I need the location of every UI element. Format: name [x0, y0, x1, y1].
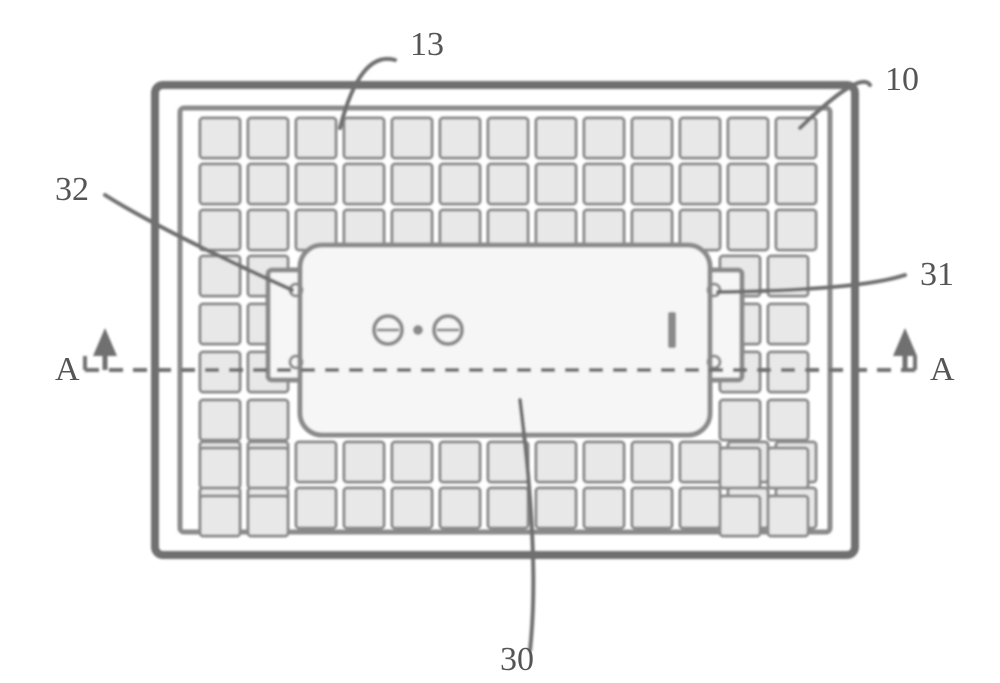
grid-block: [296, 164, 336, 204]
grid-block: [200, 118, 240, 158]
grid-block: [200, 210, 240, 250]
grid-block: [200, 448, 240, 488]
grid-block: [720, 496, 760, 536]
diagram-canvas: 13 10 32 31 30 A A: [0, 0, 1000, 683]
grid-block: [720, 448, 760, 488]
grid-block: [776, 210, 816, 250]
grid-block: [680, 442, 720, 482]
grid-block: [632, 164, 672, 204]
sensor-dot-icon: [413, 325, 423, 335]
grid-block: [200, 496, 240, 536]
grid-block: [440, 442, 480, 482]
grid-block: [536, 442, 576, 482]
grid-block: [248, 164, 288, 204]
section-arrow-icon: [93, 328, 117, 356]
grid-block: [200, 164, 240, 204]
grid-block: [776, 164, 816, 204]
grid-block: [728, 210, 768, 250]
grid-block: [440, 164, 480, 204]
grid-block: [632, 488, 672, 528]
grid-block: [248, 448, 288, 488]
grid-block: [344, 118, 384, 158]
grid-block: [632, 118, 672, 158]
grid-block: [536, 164, 576, 204]
grid-block: [768, 496, 808, 536]
grid-block: [776, 118, 816, 158]
device-body: [300, 245, 710, 435]
grid-block: [392, 488, 432, 528]
grid-block: [248, 210, 288, 250]
grid-block: [680, 488, 720, 528]
grid-block: [296, 488, 336, 528]
grid-block: [248, 400, 288, 440]
callout-label: 30: [500, 641, 534, 678]
grid-block: [296, 442, 336, 482]
grid-block: [392, 164, 432, 204]
callout-label: A: [930, 351, 955, 388]
grid-block: [536, 118, 576, 158]
callout-label: 13: [410, 26, 444, 63]
grid-block: [344, 488, 384, 528]
grid-block: [392, 118, 432, 158]
grid-block: [728, 164, 768, 204]
callout-label: A: [55, 351, 80, 388]
grid-block: [440, 118, 480, 158]
grid-block: [392, 442, 432, 482]
grid-block: [768, 448, 808, 488]
callout-label: 10: [885, 61, 919, 98]
grid-block: [248, 118, 288, 158]
grid-block: [200, 304, 240, 344]
grid-block: [344, 442, 384, 482]
grid-block: [728, 118, 768, 158]
grid-block: [296, 118, 336, 158]
callout-label: 32: [55, 171, 89, 208]
grid-block: [680, 164, 720, 204]
grid-block: [200, 400, 240, 440]
section-arrow-icon: [893, 328, 917, 356]
grid-block: [584, 118, 624, 158]
grid-block: [720, 400, 760, 440]
grid-block: [584, 442, 624, 482]
callout-label: 31: [920, 256, 954, 293]
grid-block: [488, 488, 528, 528]
grid-block: [768, 400, 808, 440]
grid-block: [488, 164, 528, 204]
grid-block: [632, 442, 672, 482]
grid-block: [440, 488, 480, 528]
grid-block: [680, 118, 720, 158]
grid-block: [768, 304, 808, 344]
grid-block: [248, 496, 288, 536]
grid-block: [536, 488, 576, 528]
grid-block: [488, 442, 528, 482]
speaker-slot: [668, 312, 676, 348]
grid-block: [584, 488, 624, 528]
grid-block: [488, 118, 528, 158]
grid-block: [344, 164, 384, 204]
grid-block: [584, 164, 624, 204]
